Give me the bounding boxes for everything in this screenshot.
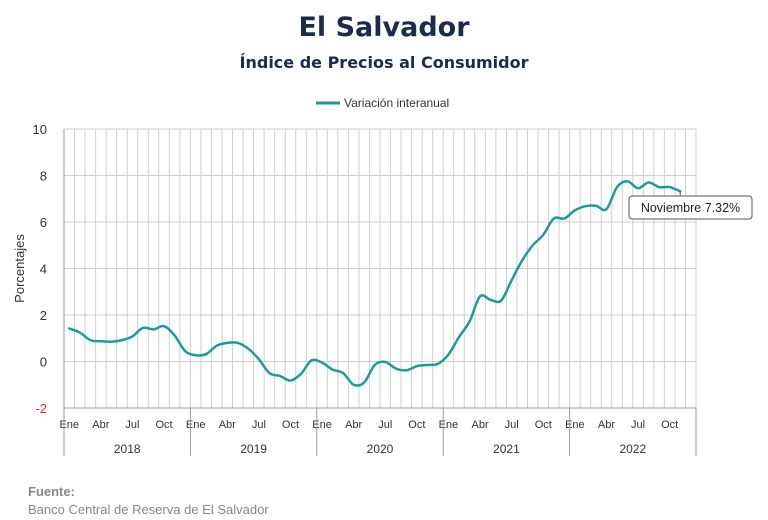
x-tick-label: Ene <box>439 419 459 431</box>
source-label: Fuente: <box>28 484 75 499</box>
chart-title: El Salvador <box>298 12 470 43</box>
x-tick-label: Oct <box>408 419 425 431</box>
y-tick-label: 6 <box>40 215 47 230</box>
x-tick-label: Ene <box>312 419 332 431</box>
x-tick-label: Oct <box>661 419 678 431</box>
y-tick-label: 4 <box>40 262 47 277</box>
source-text: Banco Central de Reserva de El Salvador <box>28 502 269 517</box>
x-tick-label: Abr <box>92 419 109 431</box>
y-tick-label: 2 <box>40 308 47 323</box>
x-tick-label: Abr <box>345 419 362 431</box>
year-label: 2018 <box>114 442 141 456</box>
series-line <box>68 180 682 387</box>
x-tick-label: Abr <box>598 419 615 431</box>
x-tick-label: Jul <box>631 419 645 431</box>
x-tick-label: Ene <box>186 419 206 431</box>
x-tick-label: Abr <box>219 419 236 431</box>
year-label: 2021 <box>493 442 520 456</box>
year-label: 2022 <box>619 442 646 456</box>
chart-subtitle: Índice de Precios al Consumidor <box>239 53 529 72</box>
y-tick-label: 10 <box>33 122 47 137</box>
line-chart: -2 0 2 4 6 8 10 Porcentajes Ene Abr Jul Oct 2018 Ene A… <box>12 96 753 456</box>
x-tick-label: Oct <box>156 419 173 431</box>
y-tick-label: 0 <box>40 355 47 370</box>
x-tick-label: Jul <box>505 419 519 431</box>
year-label: 2019 <box>240 442 267 456</box>
legend-label: Variación interanual <box>344 96 449 110</box>
x-tick-label: Oct <box>535 419 552 431</box>
annotation-label: Noviembre 7.32% <box>641 201 740 215</box>
annotation-box <box>628 195 753 220</box>
y-tick-label: -2 <box>35 401 47 416</box>
x-tick-label: Abr <box>472 419 489 431</box>
year-label: 2020 <box>367 442 394 456</box>
x-tick-label: Oct <box>282 419 299 431</box>
x-tick-label: Jul <box>125 419 139 431</box>
x-tick-label: Ene <box>565 419 585 431</box>
y-tick-label: 8 <box>40 169 47 184</box>
x-tick-label: Jul <box>252 419 266 431</box>
x-tick-label: Jul <box>378 419 392 431</box>
x-tick-label: Ene <box>59 419 79 431</box>
y-axis-title: Porcentajes <box>12 234 27 303</box>
